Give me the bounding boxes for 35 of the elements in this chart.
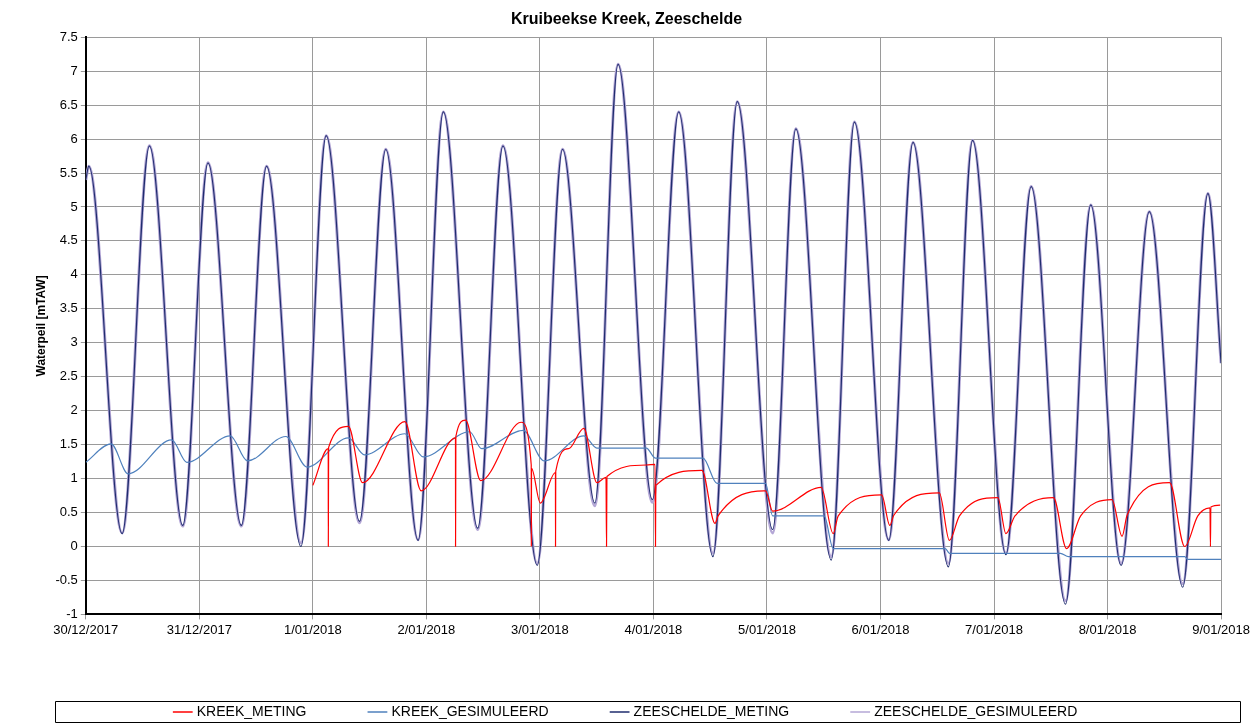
y-tick-label: -1 — [66, 605, 78, 621]
x-tick-label: 7/01/2018 — [965, 621, 1023, 637]
y-tick-label: 5 — [70, 198, 78, 214]
y-axis-title: Waterpeil [mTAW] — [33, 275, 48, 377]
x-tick-label: 8/01/2018 — [1078, 621, 1137, 637]
y-tick-label: 3 — [70, 334, 78, 350]
y-tick-label: 4 — [70, 266, 78, 282]
y-tick-label: 0 — [70, 538, 78, 554]
legend-label: ZEESCHELDE_GESIMULEERD — [874, 702, 1078, 719]
y-tick-label: 0.5 — [59, 504, 78, 520]
x-tick-label: 3/01/2018 — [510, 621, 569, 637]
y-tick-label: 1 — [70, 470, 78, 486]
y-tick-label: 7 — [70, 62, 78, 78]
y-tick-label: 1.5 — [59, 436, 78, 452]
legend-label: KREEK_GESIMULEERD — [391, 702, 549, 719]
legend-label: ZEESCHELDE_METING — [633, 702, 790, 719]
x-tick-label: 4/01/2018 — [624, 621, 683, 637]
x-tick-label: 6/01/2018 — [851, 621, 910, 637]
y-tick-label: 2 — [70, 402, 78, 418]
x-tick-label: 31/12/2017 — [166, 621, 232, 637]
x-tick-label: 1/01/2018 — [283, 621, 342, 637]
y-tick-label: -0.5 — [55, 572, 78, 588]
x-tick-label: 5/01/2018 — [738, 621, 796, 637]
y-tick-label: 6.5 — [59, 96, 78, 112]
legend-label: KREEK_METING — [196, 702, 307, 719]
y-tick-label: 2.5 — [59, 368, 78, 384]
y-tick-label: 6 — [70, 130, 78, 146]
chart-title: Kruibeekse Kreek, Zeeschelde — [510, 10, 743, 28]
y-tick-label: 5.5 — [59, 164, 78, 180]
y-tick-label: 4.5 — [59, 232, 78, 248]
y-tick-label: 7.5 — [59, 28, 78, 44]
x-tick-label: 30/12/2017 — [53, 621, 119, 637]
x-tick-label: 2/01/2018 — [397, 621, 456, 637]
y-tick-label: 3.5 — [59, 300, 78, 316]
x-tick-label: 9/01/2018 — [1192, 621, 1251, 637]
